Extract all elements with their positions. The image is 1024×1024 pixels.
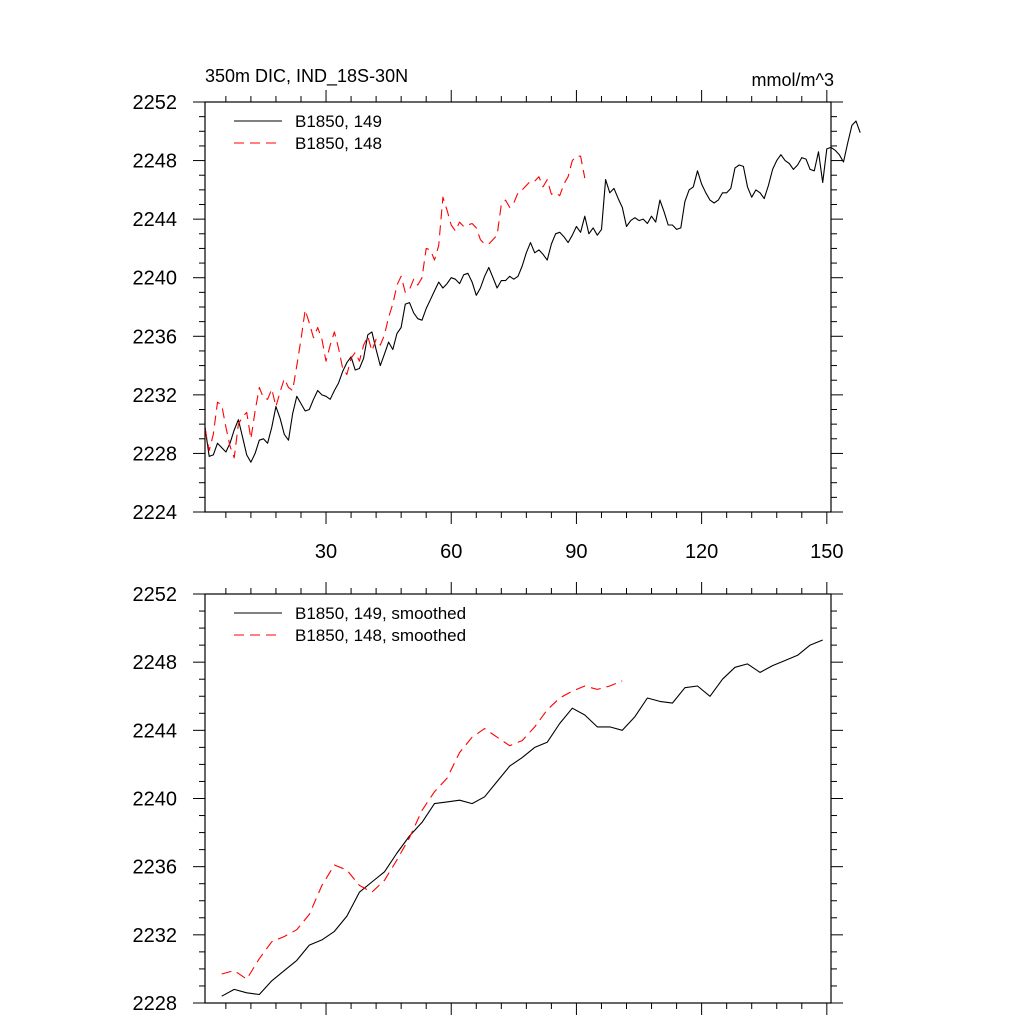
- top-chart-title: 350m DIC, IND_18S-30N: [205, 66, 408, 87]
- legend-label-b1850-148: B1850, 148: [295, 134, 382, 153]
- y-tick-label: 2236: [133, 326, 178, 348]
- y-tick-label: 2232: [133, 925, 178, 947]
- x-tick-label: 120: [685, 541, 718, 563]
- series-line-b1850-148: [204, 155, 586, 459]
- y-tick-label: 2240: [133, 268, 178, 290]
- y-tick-label: 2252: [133, 584, 178, 606]
- x-tick-label: 150: [810, 541, 843, 563]
- series-line-b1850-148-smoothed: [221, 680, 623, 980]
- y-tick-label: 2252: [133, 92, 178, 114]
- x-tick-label: 60: [440, 541, 462, 563]
- legend-label-b1850-149: B1850, 149: [295, 112, 382, 131]
- plot-frame: [204, 593, 832, 1004]
- bottom-chart-panel: 2228 2232 2236 2240 2244 2248 2252 B1850, 149,…: [133, 582, 843, 1015]
- y-tick-label: 2236: [133, 857, 178, 879]
- y-tick-label: 2240: [133, 789, 178, 811]
- y-tick-label: 2228: [133, 993, 178, 1015]
- y-tick-label: 2224: [133, 502, 178, 524]
- y-tick-label: 2248: [133, 151, 178, 173]
- y-tick-label: 2244: [133, 720, 178, 742]
- y-tick-label: 2248: [133, 652, 178, 674]
- top-chart-units: mmol/m^3: [752, 70, 834, 90]
- series-line-b1850-149: [204, 120, 861, 463]
- plot-frame: [204, 101, 832, 513]
- y-tick-label: 2232: [133, 385, 178, 407]
- y-tick-label: 2244: [133, 209, 178, 231]
- x-tick-label: 90: [565, 541, 587, 563]
- top-chart-panel: 350m DIC, IND_18S-30N mmol/m^3 2224 2228 2…: [133, 66, 861, 563]
- legend-label-b1850-149-smoothed: B1850, 149, smoothed: [295, 604, 466, 623]
- bottom-chart-legend: B1850, 149, smoothed B1850, 148, smoothe…: [234, 604, 466, 645]
- series-line-b1850-149-smoothed: [221, 639, 823, 997]
- y-tick-label: 2228: [133, 443, 178, 465]
- x-tick-label: 30: [315, 541, 337, 563]
- legend-label-b1850-148-smoothed: B1850, 148, smoothed: [295, 626, 466, 645]
- top-chart-legend: B1850, 149 B1850, 148: [234, 112, 382, 153]
